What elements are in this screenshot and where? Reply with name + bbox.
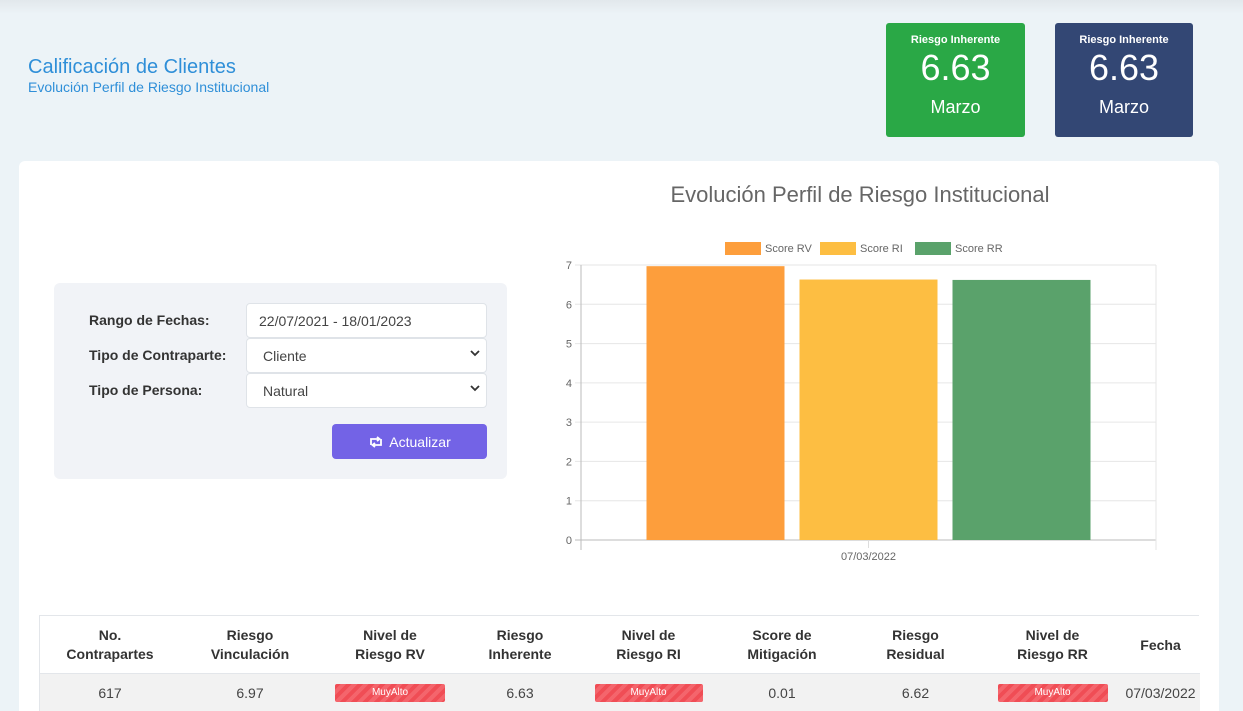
cell-value: 6.97: [236, 685, 264, 701]
table-cell: 6.62: [847, 674, 984, 711]
column-header: Riesgo Residual: [847, 616, 984, 674]
table-cell: MuyAlto: [580, 674, 717, 711]
kpi-value: 6.63: [1088, 47, 1160, 88]
column-header-line: Riesgo RV: [355, 646, 425, 662]
column-header: Fecha: [1121, 616, 1200, 674]
counterparty-select[interactable]: Cliente: [246, 338, 487, 373]
column-header-line: No.: [98, 627, 122, 643]
date-range-label: Rango de Fechas:: [89, 312, 210, 328]
person-type-select[interactable]: Natural: [246, 373, 487, 408]
column-header-line: Residual: [886, 646, 945, 662]
page-subtitle: Evolución Perfil de Riesgo Institucional: [28, 79, 270, 95]
legend-swatch: [725, 242, 761, 255]
chevron-down-icon: [470, 385, 480, 392]
y-tick-label: 5: [566, 339, 572, 351]
y-tick-label: 2: [566, 456, 572, 468]
table-cell: 6.97: [180, 674, 320, 711]
y-tick-label: 3: [566, 417, 572, 429]
cell-value: 0.01: [768, 685, 796, 701]
column-header-line: Nivel de: [1025, 627, 1080, 643]
cell-value: 6.63: [506, 685, 534, 701]
cell-value: 617: [98, 685, 122, 701]
column-header-line: Inherente: [488, 646, 552, 662]
kpi-card-green: Riesgo Inherente 6.63 Marzo: [886, 23, 1025, 137]
kpi-value: 6.63: [920, 47, 991, 88]
table-header: No. Contrapartes Riesgo Vinculación Nivel de…: [40, 616, 1200, 674]
person-type-label: Tipo de Persona:: [89, 382, 203, 398]
person-type-value: Natural: [263, 383, 309, 399]
table-cell: 07/03/2022: [1121, 674, 1200, 711]
column-header-line: Riesgo RI: [616, 646, 681, 662]
legend-swatch: [820, 242, 856, 255]
bar-score-rv: [646, 266, 785, 540]
cell-value: 6.62: [901, 685, 930, 701]
column-header: Riesgo Vinculación: [180, 616, 320, 674]
update-button[interactable]: Actualizar: [332, 424, 487, 459]
column-header: Score de Mitigación: [717, 616, 847, 674]
table-cell: 6.63: [460, 674, 580, 711]
legend-label: Score RR: [955, 243, 1003, 255]
risk-level-badge: MuyAlto: [997, 684, 1108, 702]
table-cell: 0.01: [717, 674, 847, 711]
column-header-line: Nivel de: [621, 627, 676, 643]
column-header-line: Mitigación: [747, 646, 817, 662]
kpi-month: Marzo: [1098, 97, 1149, 117]
kpi-label: Riesgo Inherente: [910, 34, 1001, 46]
legend-swatch: [915, 242, 951, 255]
column-header-line: Vinculación: [210, 646, 290, 662]
results-table: No. Contrapartes Riesgo Vinculación Nivel de…: [39, 615, 1200, 711]
kpi-card-navy: Riesgo Inherente 6.63 Marzo: [1055, 23, 1193, 137]
column-header-line: Fecha: [1140, 636, 1181, 653]
column-header-line: Riesgo RR: [1017, 646, 1088, 662]
filter-panel: Rango de Fechas: 22/07/2021 - 18/01/2023…: [54, 283, 507, 479]
bar-score-rr: [952, 279, 1091, 540]
column-header-line: Contrapartes: [66, 646, 154, 662]
update-button-label: Actualizar: [389, 433, 451, 450]
chart-title: Evolución Perfil de Riesgo Institucional: [670, 182, 1050, 207]
kpi-label: Riesgo Inherente: [1079, 34, 1169, 46]
column-header-line: Riesgo: [496, 627, 544, 643]
column-header: Riesgo Inherente: [460, 616, 580, 674]
column-header: No. Contrapartes: [40, 616, 180, 674]
cell-value: 07/03/2022: [1125, 685, 1196, 701]
table-row: 617 6.97 MuyAlto 6.63 MuyAlto 0.01 6.62 MuyAlto…: [40, 674, 1200, 711]
chevron-down-icon: [470, 350, 480, 357]
date-range-input[interactable]: 22/07/2021 - 18/01/2023: [246, 303, 487, 338]
y-tick-label: 7: [566, 260, 572, 272]
y-tick-label: 0: [566, 535, 572, 547]
table-cell: 617: [40, 674, 180, 711]
column-header: Nivel de Riesgo RV: [320, 616, 460, 674]
risk-level-badge: MuyAlto: [594, 684, 703, 702]
refresh-icon: [370, 435, 383, 448]
y-tick-label: 4: [566, 378, 572, 390]
date-range-value: 22/07/2021 - 18/01/2023: [259, 313, 412, 329]
column-header-line: Score de: [752, 627, 812, 643]
risk-level-badge: MuyAlto: [335, 684, 445, 702]
table-cell: MuyAlto: [320, 674, 460, 711]
bar-score-ri: [799, 279, 938, 540]
y-tick-label: 6: [566, 299, 572, 311]
x-tick-label: 07/03/2022: [841, 551, 896, 563]
legend-label: Score RI: [860, 243, 903, 255]
column-header: Nivel de Riesgo RI: [580, 616, 717, 674]
y-tick-label: 1: [566, 496, 572, 508]
column-header-line: Riesgo: [892, 627, 939, 643]
column-header-line: Nivel de: [363, 627, 417, 643]
top-shadow: [0, 0, 1243, 14]
page-title: Calificación de Clientes: [28, 56, 236, 78]
column-header: Nivel de Riesgo RR: [984, 616, 1121, 674]
bar-chart: 0 1 2 3 4 5 6 7 07/03/2022 Score RV Score RI Score …: [566, 242, 1157, 563]
column-header-line: Riesgo: [226, 627, 274, 643]
page-header: Calificación de Clientes Evolución Perfi…: [28, 56, 269, 95]
counterparty-value: Cliente: [263, 348, 307, 364]
counterparty-label: Tipo de Contraparte:: [89, 347, 227, 363]
kpi-month: Marzo: [930, 97, 981, 117]
legend-label: Score RV: [765, 243, 813, 255]
table-cell: MuyAlto: [984, 674, 1121, 711]
